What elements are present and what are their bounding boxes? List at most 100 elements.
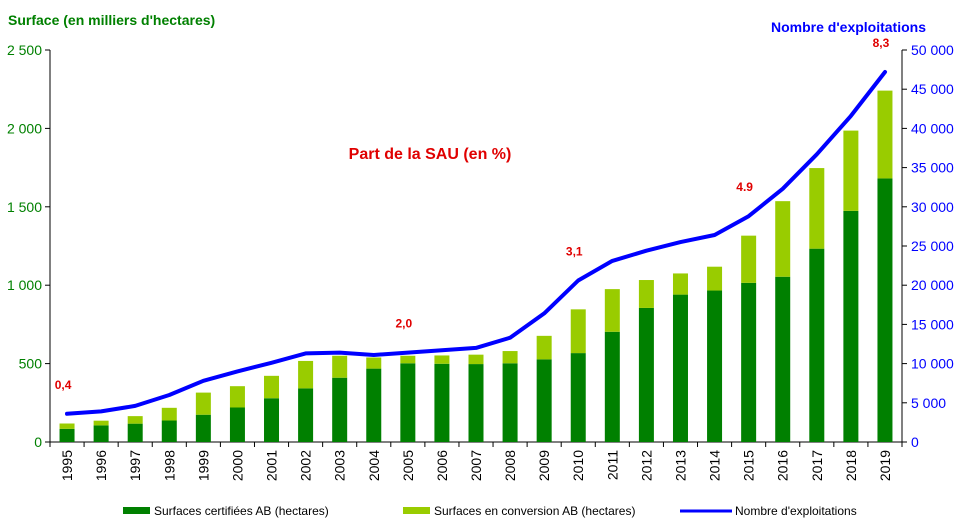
bar-conversion xyxy=(264,375,280,399)
x-tick-label: 2013 xyxy=(672,450,688,481)
bar-conversion xyxy=(843,130,859,211)
bar-conversion xyxy=(502,351,518,364)
plot-area: 0 500 1 000 1 500 2 000 2 500 0 5 000 10 000 15 0… xyxy=(7,36,954,481)
bar-conversion xyxy=(127,416,143,424)
sau-share-label: 4.9 xyxy=(736,180,753,194)
bar-conversion xyxy=(707,266,723,291)
left-tick-label: 1 000 xyxy=(7,277,42,293)
x-tick-label: 2005 xyxy=(400,450,416,481)
bar-certified xyxy=(161,420,177,442)
left-tick-label: 500 xyxy=(19,356,43,372)
bar-conversion xyxy=(877,90,893,179)
bar-certified xyxy=(298,388,314,442)
bar-conversion xyxy=(93,420,109,426)
line-exploitations xyxy=(65,70,887,416)
x-tick-label: 2001 xyxy=(264,450,280,481)
bar-certified xyxy=(843,210,859,442)
x-tick-label: 2015 xyxy=(741,450,757,481)
bar-conversion xyxy=(298,360,314,389)
right-tick-label: 20 000 xyxy=(911,277,954,293)
bar-conversion xyxy=(161,407,177,421)
bar-conversion xyxy=(672,273,688,295)
bar-conversion xyxy=(366,357,382,369)
bar-certified xyxy=(264,398,280,442)
sau-annotation-title: Part de la SAU (en %) xyxy=(349,146,512,163)
bar-conversion xyxy=(434,355,450,364)
x-tick-label: 2007 xyxy=(468,450,484,481)
left-tick-label: 0 xyxy=(34,434,42,450)
legend-certified-swatch xyxy=(123,507,150,514)
bar-certified xyxy=(59,428,75,442)
bar-conversion xyxy=(229,386,245,408)
right-tick-label: 5 000 xyxy=(911,395,946,411)
left-axis-title: Surface (en milliers d'hectares) xyxy=(8,12,215,28)
x-tick-label: 2012 xyxy=(638,450,654,481)
bar-certified xyxy=(502,363,518,442)
bar-certified xyxy=(229,407,245,442)
x-tick-label: 2017 xyxy=(809,450,825,481)
legend-conversion-swatch xyxy=(403,507,430,514)
bar-certified xyxy=(672,294,688,442)
x-tick-label: 1997 xyxy=(127,450,143,481)
sau-share-label: 0,4 xyxy=(55,378,72,392)
x-tick-label: 2006 xyxy=(434,450,450,481)
bar-certified xyxy=(468,364,484,442)
x-tick-label: 2014 xyxy=(707,450,723,481)
x-tick-label: 2004 xyxy=(366,450,382,481)
x-tick-label: 2019 xyxy=(877,450,893,481)
x-tick-label: 1999 xyxy=(195,450,211,481)
bar-certified xyxy=(877,178,893,443)
right-axis-title: Nombre d'exploitations xyxy=(771,19,926,35)
bar-conversion xyxy=(809,168,825,249)
bar-conversion xyxy=(59,423,75,429)
bar-certified xyxy=(775,276,791,442)
x-tick-label: 2002 xyxy=(298,450,314,481)
bar-certified xyxy=(638,307,654,442)
bar-conversion xyxy=(468,354,484,365)
bar-certified xyxy=(809,248,825,442)
bar-certified xyxy=(195,414,211,442)
right-tick-label: 15 000 xyxy=(911,316,954,332)
bar-certified xyxy=(741,282,757,442)
bar-certified xyxy=(332,377,348,442)
bar-conversion xyxy=(332,355,348,378)
right-tick-label: 45 000 xyxy=(911,81,954,97)
bar-conversion xyxy=(570,309,586,354)
x-tick-label: 2011 xyxy=(604,450,620,480)
bar-certified xyxy=(127,423,143,442)
bar-certified xyxy=(604,331,620,442)
right-tick-label: 40 000 xyxy=(911,120,954,136)
sau-share-label: 2,0 xyxy=(395,317,412,331)
legend-certified-label: Surfaces certifiées AB (hectares) xyxy=(154,504,329,518)
right-tick-label: 0 xyxy=(911,434,919,450)
right-tick-label: 50 000 xyxy=(911,42,954,58)
bar-conversion xyxy=(775,201,791,277)
x-tick-label: 2009 xyxy=(536,450,552,481)
x-tick-label: 2008 xyxy=(502,450,518,481)
right-tick-label: 35 000 xyxy=(911,160,954,176)
right-tick-label: 10 000 xyxy=(911,356,954,372)
x-tick-label: 1996 xyxy=(93,450,109,481)
x-tick-label: 2010 xyxy=(570,450,586,481)
x-tick-label: 1998 xyxy=(161,450,177,481)
sau-share-label: 8,3 xyxy=(873,36,890,50)
bar-certified xyxy=(536,359,552,442)
left-tick-label: 2 000 xyxy=(7,120,42,136)
x-tick-label: 1995 xyxy=(59,450,75,481)
bar-conversion xyxy=(195,392,211,415)
bar-conversion xyxy=(604,289,620,332)
bar-conversion xyxy=(400,355,416,364)
bar-conversion xyxy=(638,280,654,308)
x-tick-label: 2018 xyxy=(843,450,859,481)
x-tick-label: 2003 xyxy=(332,450,348,481)
bar-certified xyxy=(366,368,382,442)
bar-conversion xyxy=(536,335,552,360)
bar-certified xyxy=(93,425,109,442)
x-tick-label: 2000 xyxy=(229,450,245,481)
x-tick-label: 2016 xyxy=(775,450,791,481)
legend-conversion-label: Surfaces en conversion AB (hectares) xyxy=(434,504,635,518)
left-tick-label: 1 500 xyxy=(7,199,42,215)
right-tick-label: 30 000 xyxy=(911,199,954,215)
bar-certified xyxy=(400,363,416,442)
sau-share-label: 3,1 xyxy=(566,244,583,258)
